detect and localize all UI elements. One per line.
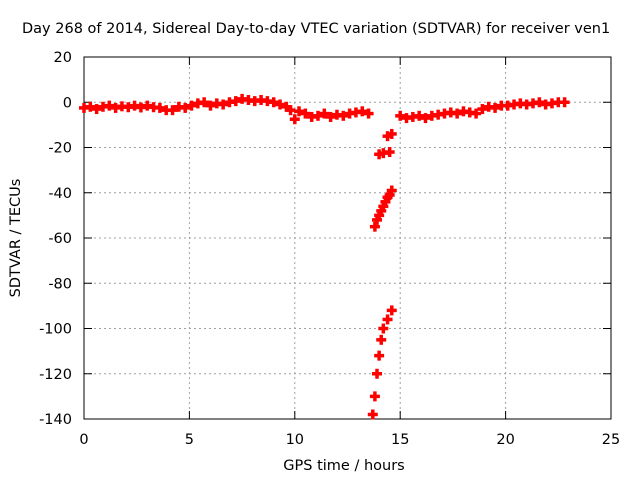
data-point: [85, 101, 96, 112]
x-tick-label: 20: [496, 432, 514, 448]
y-tick-label: -140: [39, 412, 72, 428]
data-point: [312, 110, 323, 121]
data-point: [230, 96, 241, 107]
data-point: [374, 350, 385, 361]
y-tick-label: -40: [48, 186, 72, 202]
data-point: [395, 110, 406, 121]
data-point: [386, 305, 397, 316]
y-tick-label: -60: [48, 231, 72, 247]
chart-title: Day 268 of 2014, Sidereal Day-to-day VTE…: [22, 21, 610, 37]
data-point: [199, 97, 210, 108]
data-point: [420, 113, 431, 124]
data-point: [534, 97, 545, 108]
data-point: [378, 323, 389, 334]
y-tick-label: 0: [63, 95, 72, 111]
data-point: [275, 99, 286, 110]
data-point: [135, 102, 146, 113]
data-point: [376, 334, 387, 345]
y-tick-label: -80: [48, 276, 72, 292]
data-point: [357, 106, 368, 117]
data-point: [294, 106, 305, 117]
data-point: [325, 111, 336, 122]
data-point: [91, 104, 102, 115]
data-point: [452, 108, 463, 119]
y-tick-label: -20: [48, 141, 72, 157]
data-point: [186, 100, 197, 111]
data-point: [369, 391, 380, 402]
data-point: [300, 108, 311, 119]
data-point: [372, 368, 383, 379]
data-point: [338, 110, 349, 121]
x-tick-label: 0: [79, 432, 88, 448]
x-tick-label: 5: [185, 432, 194, 448]
y-axis-label: SDTVAR / TECUs: [8, 179, 24, 298]
y-tick-label: -100: [39, 322, 72, 338]
data-point: [104, 100, 115, 111]
data-point: [205, 100, 216, 111]
data-point: [363, 108, 374, 119]
data-point: [154, 102, 165, 113]
data-point: [386, 128, 397, 139]
data-point: [384, 147, 395, 158]
data-point: [218, 99, 229, 110]
data-point: [559, 97, 570, 108]
data-point: [369, 221, 380, 232]
axis-ticks: 0 5 10 15 20 25 20 0 -20 -40 -60 -80 -100 -120 -140: [39, 50, 620, 448]
data-point: [490, 102, 501, 113]
x-tick-label: 25: [602, 432, 620, 448]
data-points: [79, 93, 570, 420]
data-point: [289, 114, 300, 125]
data-point: [414, 110, 425, 121]
data-point: [382, 314, 393, 325]
x-tick-label: 10: [286, 432, 304, 448]
data-point: [285, 105, 296, 116]
data-point: [367, 409, 378, 420]
data-point: [471, 108, 482, 119]
x-axis-label: GPS time / hours: [283, 458, 404, 474]
data-point: [386, 185, 397, 196]
data-point: [477, 104, 488, 115]
y-tick-label: 20: [54, 50, 72, 66]
data-point: [129, 100, 140, 111]
data-point: [268, 97, 279, 108]
x-tick-label: 15: [391, 432, 409, 448]
y-tick-label: -120: [39, 367, 72, 383]
data-point: [167, 105, 178, 116]
data-point: [319, 108, 330, 119]
data-point: [180, 102, 191, 113]
